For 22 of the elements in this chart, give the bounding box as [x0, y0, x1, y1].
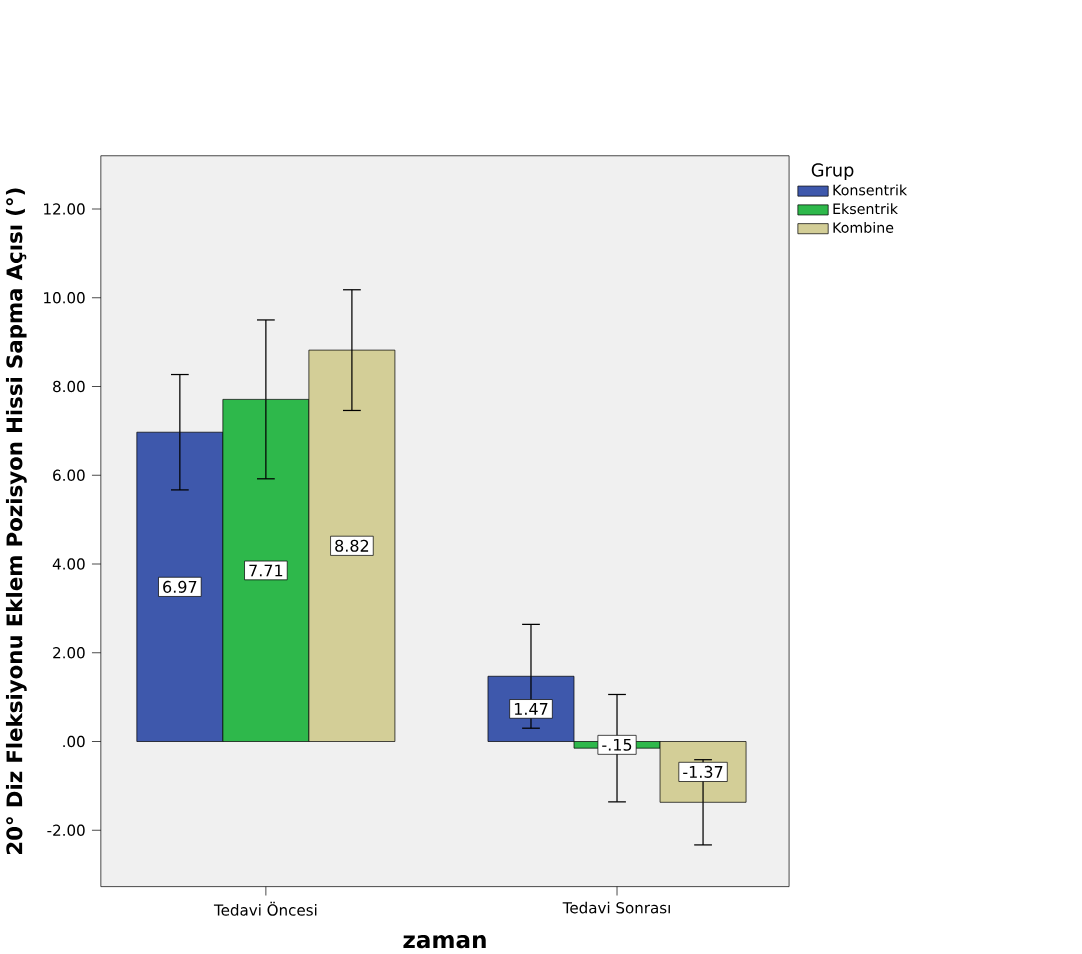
y-tick-label: 8.00 — [53, 380, 85, 393]
x-tick-label: Tedavi Sonrası — [562, 901, 670, 914]
y-tick-label: 12.00 — [44, 203, 85, 215]
x-tick-label: Tedavi Öncesi — [213, 901, 317, 916]
y-tick-label: 10.00 — [44, 291, 85, 304]
y-tick-label: 6.00 — [53, 469, 85, 481]
y-tick-label: 2.00 — [53, 646, 85, 659]
data-label: 8.82 — [335, 539, 369, 552]
data-label: 7.71 — [249, 564, 283, 577]
legend-label: Konsentrik — [833, 184, 908, 196]
legend-label: Kombine — [833, 221, 894, 233]
data-label: -1.37 — [683, 765, 723, 778]
legend-label: Eksentrik — [833, 203, 898, 215]
x-axis-title: zaman — [403, 934, 486, 949]
y-tick-label: -2.00 — [47, 824, 85, 836]
data-label: 6.97 — [163, 580, 197, 593]
y-axis-title: 20° Diz Fleksiyonu Eklem Pozisyon Hissi Sapma Açısı (°) — [5, 188, 27, 854]
legend-title: Grup — [811, 163, 854, 180]
data-label: 1.47 — [514, 702, 548, 715]
y-tick-label: .00 — [63, 735, 85, 748]
data-label: -.15 — [602, 738, 632, 751]
y-tick-label: 4.00 — [52, 558, 85, 570]
